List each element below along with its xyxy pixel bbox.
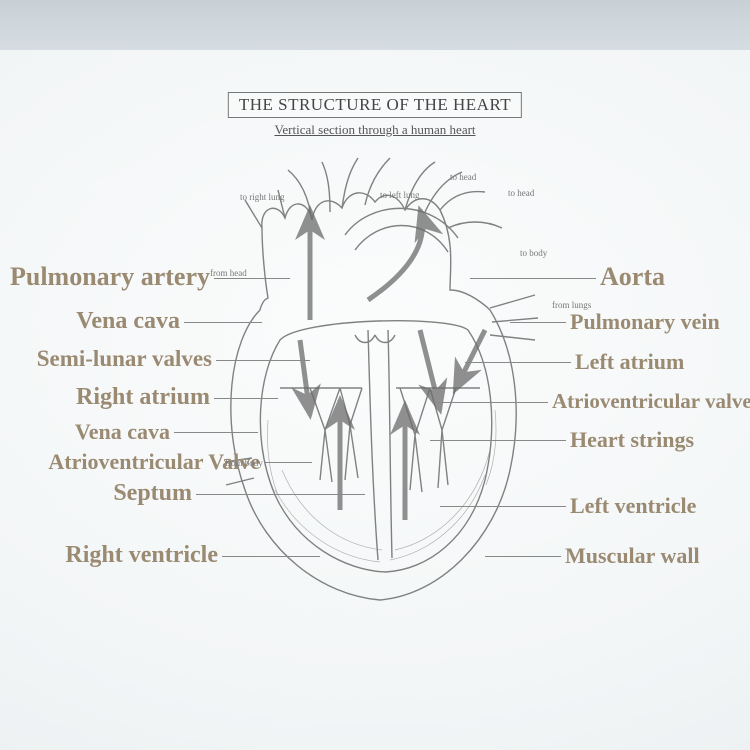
- flow-annotation: to head: [508, 188, 534, 198]
- leader-line: [440, 506, 566, 507]
- right-label: Left ventricle: [570, 493, 696, 519]
- diagram-title: THE STRUCTURE OF THE HEART: [228, 92, 522, 118]
- left-label: Right ventricle: [65, 542, 218, 569]
- leader-line: [174, 432, 258, 433]
- leader-line: [510, 322, 566, 323]
- heart-diagram: [190, 140, 560, 620]
- right-label: Pulmonary vein: [570, 309, 720, 335]
- flow-annotation: to right lung: [240, 192, 285, 202]
- leader-line: [264, 462, 312, 463]
- left-label: Septum: [113, 480, 192, 507]
- flow-annotation: from body: [225, 458, 263, 468]
- leader-line: [184, 322, 262, 323]
- left-label: Vena cava: [76, 308, 180, 335]
- flow-annotation: to left lung: [380, 190, 420, 200]
- left-label: Pulmonary artery: [10, 262, 210, 292]
- leader-line: [432, 402, 548, 403]
- right-label: Muscular wall: [565, 543, 700, 569]
- right-label: Aorta: [600, 262, 665, 292]
- leader-line: [222, 556, 320, 557]
- flow-annotation: from lungs: [552, 300, 591, 310]
- right-label: Left atrium: [575, 349, 684, 375]
- wall-above-screen: [0, 0, 750, 50]
- diagram-subtitle: Vertical section through a human heart: [274, 122, 475, 138]
- left-label: Semi-lunar valves: [37, 346, 212, 372]
- right-label: Heart strings: [570, 427, 694, 453]
- leader-line: [465, 362, 571, 363]
- leader-line: [214, 278, 290, 279]
- leader-line: [430, 440, 566, 441]
- left-label: Vena cava: [75, 419, 170, 445]
- left-label: Right atrium: [76, 384, 210, 411]
- flow-annotation: to body: [520, 248, 547, 258]
- leader-line: [216, 360, 310, 361]
- flow-annotation: to head: [450, 172, 476, 182]
- flow-annotation: from head: [210, 268, 247, 278]
- leader-line: [470, 278, 596, 279]
- leader-line: [196, 494, 365, 495]
- leader-line: [214, 398, 278, 399]
- right-label: Atrioventricular valve: [552, 389, 750, 414]
- leader-line: [485, 556, 561, 557]
